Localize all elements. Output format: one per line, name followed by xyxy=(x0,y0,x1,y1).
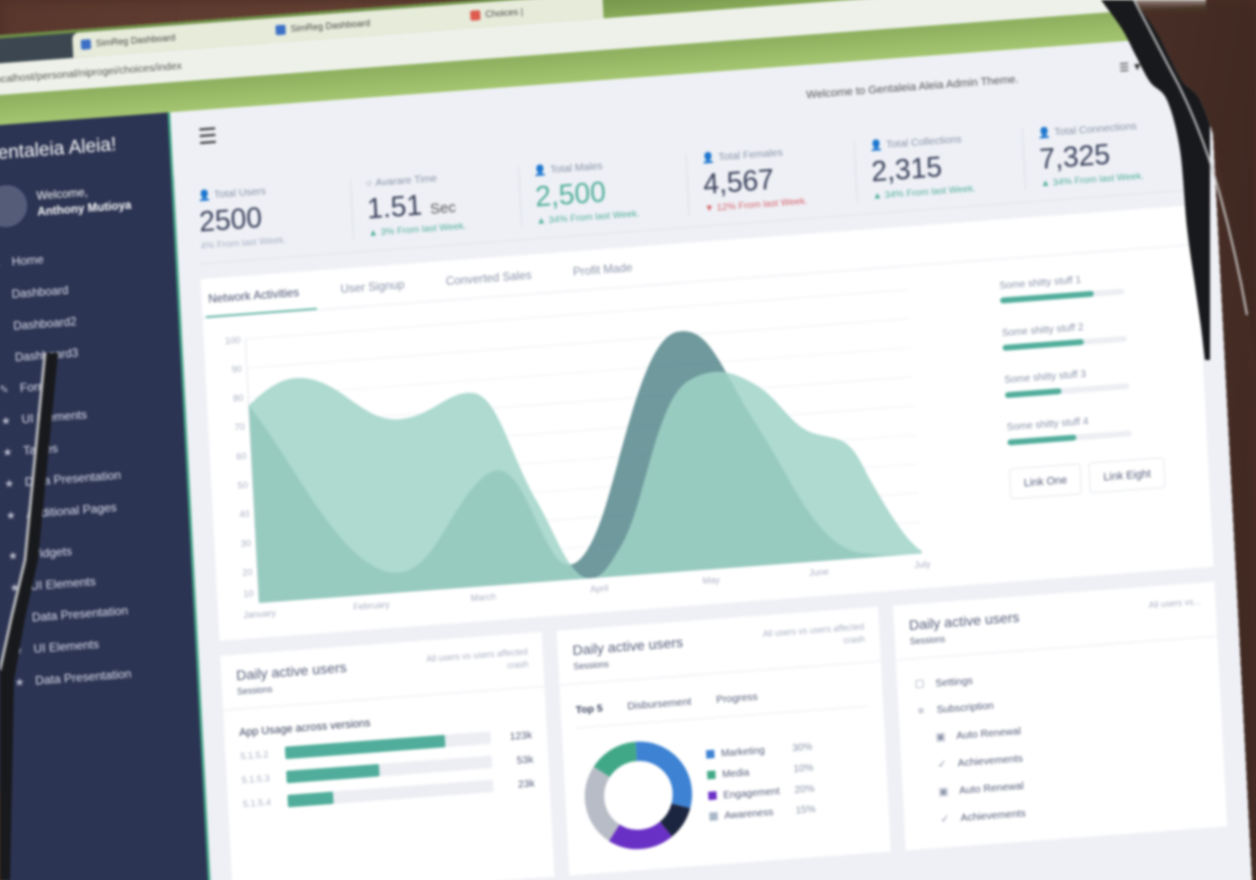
svg-text:90: 90 xyxy=(231,364,242,375)
svg-text:100: 100 xyxy=(225,335,241,346)
